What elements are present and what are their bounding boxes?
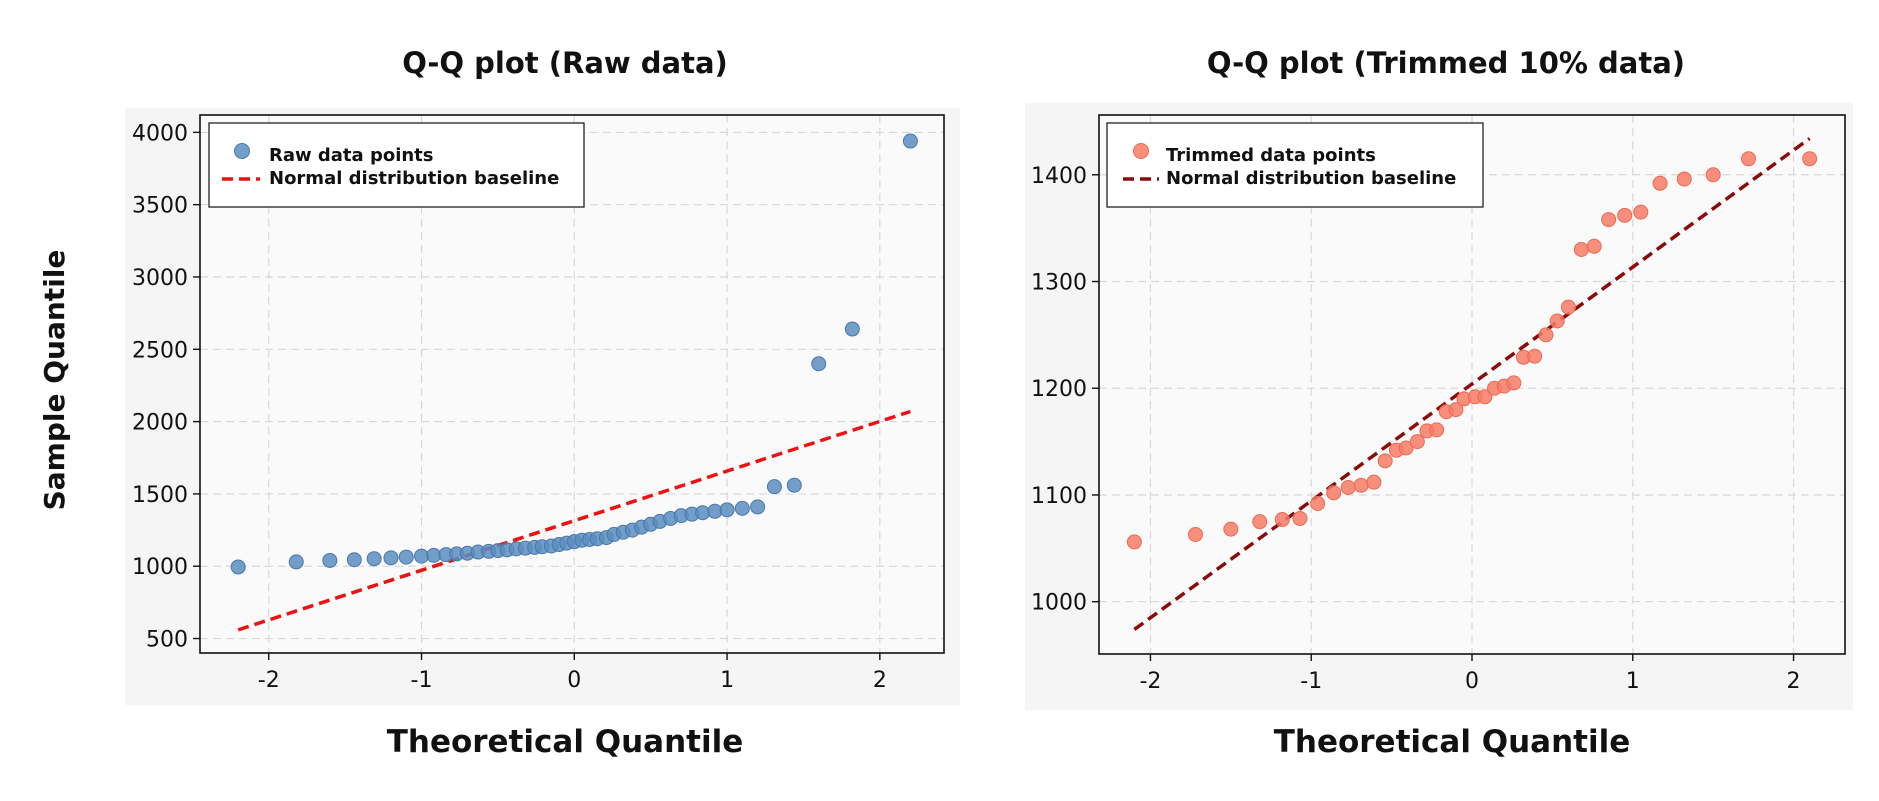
- x-tick-label: -1: [1300, 669, 1322, 694]
- x-tick-label: 1: [1626, 669, 1640, 694]
- y-tick-label: 2000: [132, 411, 188, 436]
- data-point: [1223, 521, 1239, 537]
- data-point: [1741, 151, 1757, 167]
- x-tick-label: 2: [873, 668, 887, 693]
- y-tick-label: 1000: [1031, 591, 1087, 616]
- legend: Trimmed data points Normal distribution …: [1106, 122, 1484, 208]
- data-point: [346, 552, 362, 568]
- data-point: [1586, 238, 1602, 254]
- data-point: [786, 477, 802, 493]
- data-point: [1633, 204, 1649, 220]
- y-tick-label: 1000: [132, 555, 188, 580]
- data-point: [1448, 402, 1464, 418]
- data-point: [1527, 348, 1543, 364]
- y-tick-label: 500: [146, 628, 188, 653]
- data-point: [1705, 167, 1721, 183]
- legend-label-trimmed-data-points: Trimmed data points: [1166, 145, 1376, 166]
- data-point: [844, 321, 860, 337]
- y-tick-label: 3000: [132, 266, 188, 291]
- data-point: [230, 559, 246, 575]
- data-marks: [230, 133, 918, 632]
- data-point: [398, 549, 414, 565]
- baseline-line: [237, 409, 911, 632]
- data-point: [766, 479, 782, 495]
- data-point: [1366, 474, 1382, 490]
- x-tick-label: 2: [1787, 669, 1801, 694]
- data-point: [1187, 526, 1203, 542]
- data-point: [1252, 514, 1268, 530]
- data-point: [322, 552, 338, 568]
- x-axis-label: Theoretical Quantile: [387, 724, 744, 760]
- y-ticks: 500 1000 1500 2000 2500 3000 3500 4000: [132, 121, 200, 653]
- figure-ylabel: Sample Quantile: [38, 250, 71, 511]
- legend-label-raw-data-points: Raw data points: [269, 145, 434, 166]
- y-tick-label: 1500: [132, 483, 188, 508]
- data-point: [1802, 151, 1818, 167]
- data-point: [1292, 510, 1308, 526]
- data-point: [1676, 171, 1692, 187]
- data-point: [1573, 241, 1589, 257]
- data-point: [1477, 389, 1493, 405]
- data-point: [1560, 299, 1576, 315]
- data-point: [1353, 477, 1369, 493]
- data-point: [1617, 207, 1633, 223]
- data-point: [1538, 327, 1554, 343]
- plot-frame: [199, 114, 945, 654]
- data-point: [366, 551, 382, 567]
- data-point: [1274, 512, 1290, 528]
- data-point: [1398, 440, 1414, 456]
- y-tick-label: 1200: [1031, 377, 1087, 402]
- data-point: [1377, 453, 1393, 469]
- legend-label-baseline: Normal distribution baseline: [1166, 168, 1456, 189]
- chart-panel-trimmed: Q-Q plot (Trimmed 10% data) -2 -1 0 1 2 1000…: [1025, 46, 1853, 760]
- legend-marker-raw-data-points: [234, 143, 250, 159]
- y-tick-label: 2500: [132, 338, 188, 363]
- legend-label-baseline: Normal distribution baseline: [269, 168, 559, 189]
- data-point: [383, 550, 399, 566]
- data-point: [1652, 175, 1668, 191]
- data-point: [1340, 479, 1356, 495]
- y-tick-label: 1300: [1031, 271, 1087, 296]
- y-tick-label: 4000: [132, 121, 188, 146]
- legend-marker-trimmed-data-points: [1133, 143, 1149, 159]
- data-point: [1326, 485, 1342, 501]
- legend-box: [1106, 122, 1484, 208]
- data-point: [750, 499, 766, 515]
- data-point: [288, 554, 304, 570]
- x-tick-label: -1: [411, 668, 433, 693]
- data-marks: [1126, 137, 1818, 631]
- data-point: [734, 500, 750, 516]
- y-tick-label: 1400: [1031, 164, 1087, 189]
- x-axis-label: Theoretical Quantile: [1274, 724, 1631, 760]
- baseline-line: [1133, 137, 1811, 631]
- legend: Raw data points Normal distribution base…: [208, 122, 585, 208]
- data-point: [1549, 313, 1565, 329]
- chart-panel-raw: Q-Q plot (Raw data) -2 -1 0 1 2 500 1000 1500 2…: [125, 46, 960, 760]
- data-point: [719, 502, 735, 518]
- data-point: [1409, 434, 1425, 450]
- data-point: [811, 356, 827, 372]
- legend-box: [208, 122, 585, 208]
- x-tick-label: 0: [567, 668, 581, 693]
- y-tick-label: 1100: [1031, 484, 1087, 509]
- x-tick-label: 0: [1465, 669, 1479, 694]
- data-point: [1506, 375, 1522, 391]
- chart-title: Q-Q plot (Trimmed 10% data): [1207, 46, 1685, 80]
- data-point: [1429, 422, 1445, 438]
- x-tick-label: 1: [720, 668, 734, 693]
- x-tick-label: -2: [258, 668, 280, 693]
- data-point: [1126, 534, 1142, 550]
- data-point: [1310, 496, 1326, 512]
- data-point: [902, 133, 918, 149]
- x-ticks: -2 -1 0 1 2: [258, 653, 887, 693]
- y-tick-label: 3500: [132, 194, 188, 219]
- x-ticks: -2 -1 0 1 2: [1139, 654, 1801, 694]
- chart-title: Q-Q plot (Raw data): [402, 46, 728, 80]
- data-point: [1601, 212, 1617, 228]
- x-tick-label: -2: [1139, 669, 1161, 694]
- y-ticks: 1000 1100 1200 1300 1400: [1031, 164, 1099, 616]
